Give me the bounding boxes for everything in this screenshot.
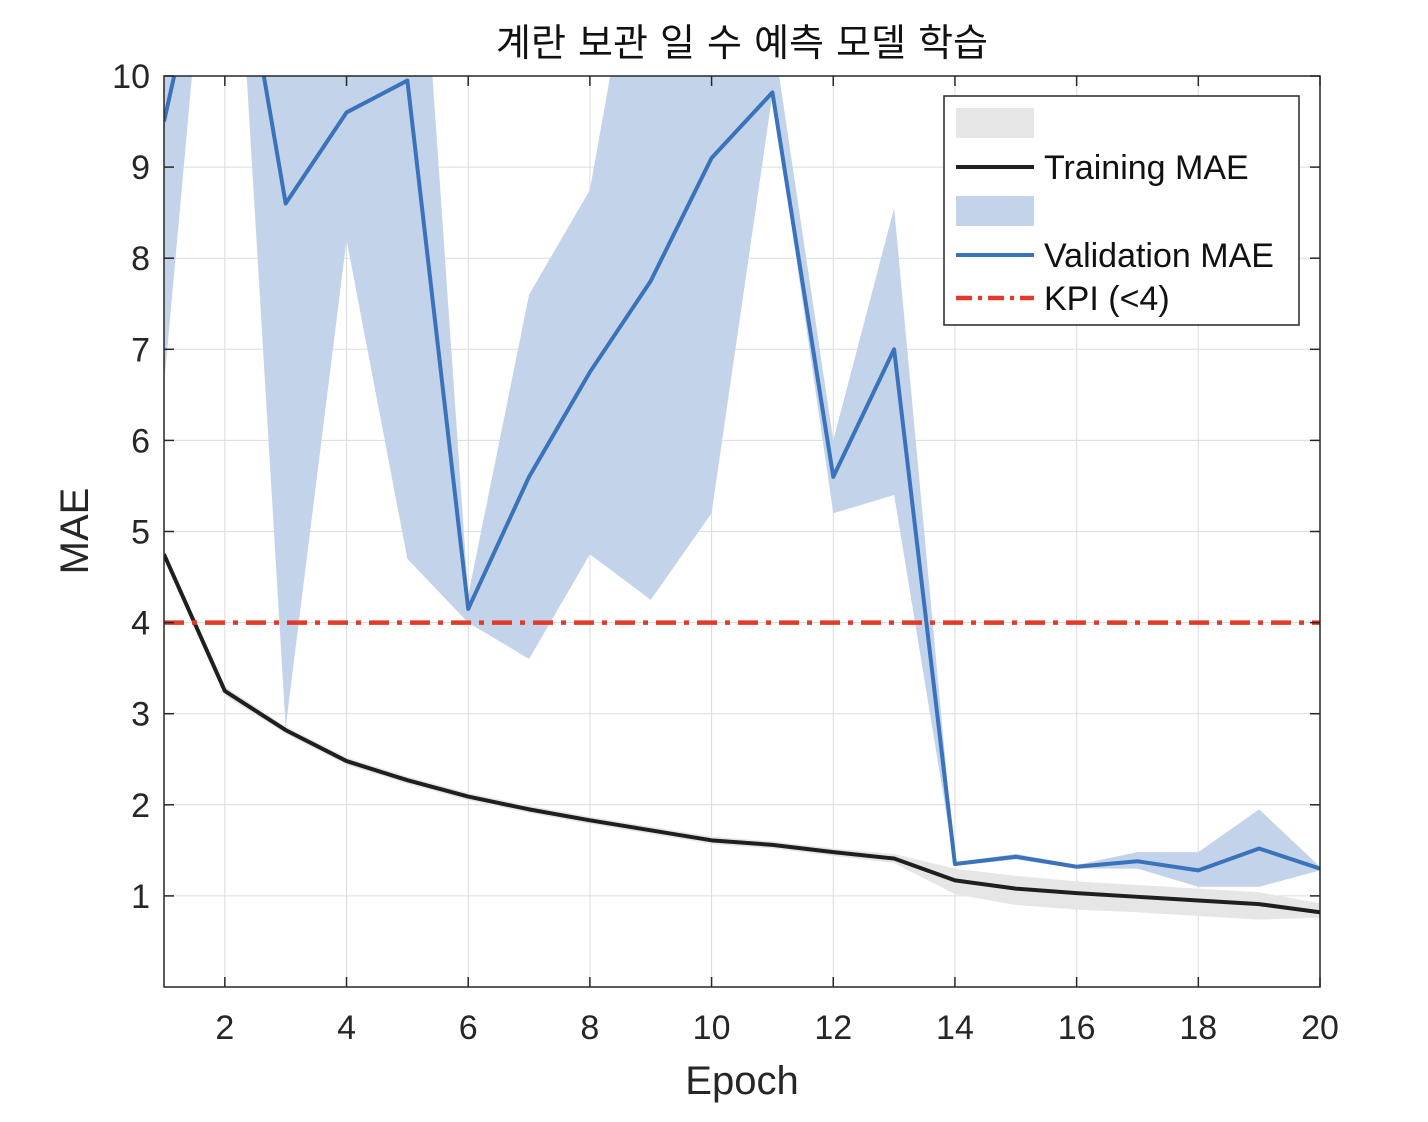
legend-label-validation: Validation MAE: [1044, 237, 1274, 275]
y-tick-label: 2: [131, 787, 150, 825]
legend-swatch-validation-band: [956, 196, 1034, 226]
x-tick-label: 16: [1058, 1009, 1096, 1047]
x-tick-label: 4: [337, 1009, 356, 1047]
y-axis-label: MAE: [53, 488, 97, 575]
legend: Training MAE Validation MAE KPI (<4): [943, 95, 1300, 326]
series-lines: [164, 76, 1320, 915]
y-tick-label: 5: [131, 514, 150, 552]
y-tick-label: 1: [131, 878, 150, 916]
line-validation-mae: [164, 76, 1320, 873]
x-tick-label: 18: [1179, 1009, 1217, 1047]
y-tick-label: 10: [112, 58, 150, 96]
y-tick-label: 7: [131, 331, 150, 369]
x-tick-label: 12: [814, 1009, 852, 1047]
legend-swatch-training-band: [956, 108, 1034, 138]
x-tick-label: 6: [459, 1009, 478, 1047]
y-tick-label: 3: [131, 696, 150, 734]
x-tick-label: 2: [215, 1009, 234, 1047]
chart-title: 계란 보관 일 수 예측 모델 학습: [496, 21, 988, 65]
x-tick-label: 20: [1301, 1009, 1339, 1047]
y-tick-label: 9: [131, 149, 150, 187]
y-tick-label: 4: [131, 605, 150, 643]
legend-label-training: Training MAE: [1044, 149, 1249, 187]
x-tick-label: 8: [580, 1009, 599, 1047]
x-tick-label: 10: [693, 1009, 731, 1047]
x-tick-label: 14: [936, 1009, 974, 1047]
line-training-mae: [164, 553, 1320, 915]
y-tick-label: 6: [131, 422, 150, 460]
band-training-mae: [164, 549, 1320, 920]
x-axis-label: Epoch: [685, 1059, 798, 1103]
y-tick-label: 8: [131, 240, 150, 278]
legend-label-kpi: KPI (<4): [1044, 280, 1170, 318]
